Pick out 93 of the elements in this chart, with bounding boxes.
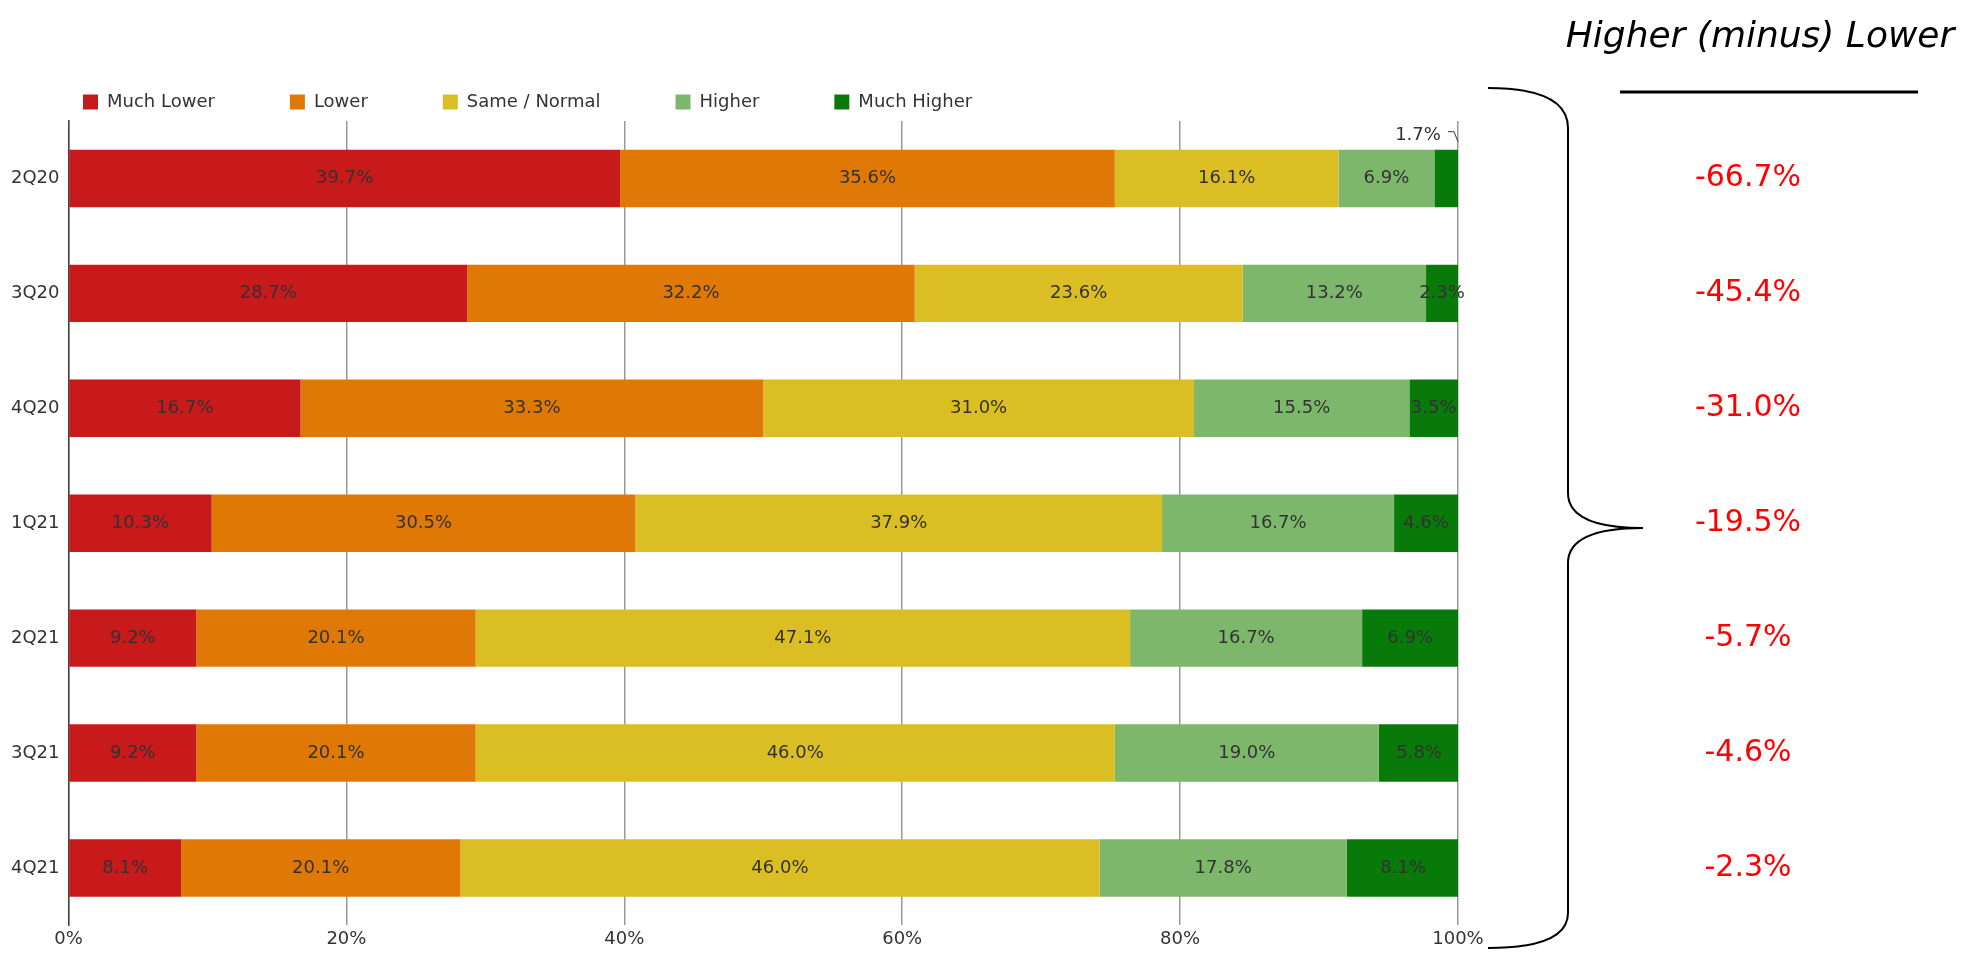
text: -66.7%	[1694, 158, 1802, 194]
bar	[763, 379, 1194, 438]
x-tick-label: 100%	[1432, 926, 1484, 948]
legend-label: Lower	[313, 89, 369, 111]
data-label: 6.9%	[1387, 625, 1433, 647]
text: Higher (minus) Lower	[1565, 14, 1957, 56]
y-tick-label: 2Q20	[10, 166, 60, 188]
data-label: 10.3%	[111, 510, 170, 532]
bar	[467, 264, 915, 323]
bar	[181, 839, 461, 897]
legend-label: Same / Normal	[466, 89, 601, 111]
bar	[196, 724, 476, 782]
data-label: 6.9%	[1363, 166, 1410, 188]
bar	[1194, 379, 1410, 438]
data-label: 1.7%	[1395, 123, 1441, 145]
x-tick-label: 40%	[604, 926, 645, 948]
bar	[69, 264, 468, 323]
bar	[460, 839, 1100, 897]
bar	[69, 494, 212, 552]
data-label: 47.1%	[774, 625, 832, 647]
bar	[69, 149, 621, 208]
data-label: 31.0%	[950, 395, 1008, 417]
bar	[1162, 494, 1395, 552]
data-label: 19.0%	[1218, 740, 1276, 762]
bar	[69, 609, 197, 667]
text: -31.0%	[1694, 388, 1802, 424]
bar	[475, 724, 1115, 782]
x-tick-label: 80%	[1160, 926, 1201, 948]
data-label: 23.6%	[1050, 281, 1108, 303]
bar	[69, 379, 301, 438]
data-label: 9.2%	[109, 740, 156, 762]
legend-label: Much Lower	[107, 89, 216, 111]
data-label: 46.0%	[766, 740, 824, 762]
data-label: 46.0%	[751, 855, 809, 877]
bar	[1346, 839, 1458, 897]
data-label: 37.9%	[870, 510, 928, 532]
data-label: 3.5%	[1410, 395, 1457, 417]
data-label: 28.7%	[239, 281, 297, 303]
bar	[914, 264, 1243, 323]
y-tick-label: 4Q20	[10, 395, 60, 417]
data-label: 13.2%	[1305, 281, 1363, 303]
data-label: 20.1%	[292, 855, 350, 877]
data-label: 5.8%	[1396, 740, 1442, 762]
text: -2.3%	[1704, 847, 1792, 883]
data-label: 20.1%	[307, 625, 365, 647]
data-label: 4.6%	[1403, 510, 1449, 532]
bar	[300, 379, 764, 438]
y-tick-label: 3Q21	[10, 740, 60, 762]
bar	[1130, 609, 1363, 667]
data-label: 16.1%	[1198, 166, 1256, 188]
data-label: 17.8%	[1194, 855, 1252, 877]
bar	[635, 494, 1163, 552]
bar	[69, 724, 197, 782]
text: -5.7%	[1704, 617, 1792, 653]
data-label: 32.2%	[662, 281, 720, 303]
legend-label: Much Higher	[858, 89, 973, 111]
data-label: 30.5%	[394, 510, 453, 532]
bar	[69, 839, 182, 897]
data-label: 20.1%	[307, 740, 365, 762]
bar	[1394, 494, 1458, 552]
bar	[1362, 609, 1458, 667]
data-label: 35.6%	[838, 166, 897, 188]
data-label: 33.3%	[503, 395, 561, 417]
y-tick-label: 2Q21	[10, 625, 60, 647]
x-tick-label: 60%	[882, 926, 923, 948]
x-tick-label: 20%	[326, 926, 367, 948]
bar	[1409, 379, 1458, 438]
bar	[1099, 839, 1347, 897]
data-label: 39.7%	[316, 166, 374, 188]
y-tick-label: 3Q20	[10, 281, 60, 303]
text: -45.4%	[1694, 273, 1802, 309]
data-label: 8.1%	[102, 855, 149, 877]
bar	[1434, 149, 1458, 208]
y-tick-label: 4Q21	[10, 855, 60, 877]
bar	[1378, 724, 1458, 782]
legend-label: Higher	[699, 89, 760, 111]
data-label: 16.7%	[156, 395, 214, 417]
text: -19.5%	[1694, 503, 1802, 538]
bar	[475, 609, 1131, 667]
data-label: 9.2%	[109, 625, 156, 647]
y-tick-label: 1Q21	[10, 510, 60, 532]
data-label: 15.5%	[1273, 395, 1331, 417]
bar	[1114, 724, 1379, 782]
data-label: 16.7%	[1249, 510, 1307, 532]
data-label: 8.1%	[1380, 855, 1426, 877]
text: -4.6%	[1704, 732, 1792, 768]
bar	[211, 494, 636, 552]
data-label: 16.7%	[1217, 625, 1275, 647]
bar	[1338, 149, 1435, 208]
bar	[196, 609, 476, 667]
bar	[620, 149, 1115, 208]
x-tick-label: 0%	[54, 926, 83, 948]
bar	[1114, 149, 1339, 208]
